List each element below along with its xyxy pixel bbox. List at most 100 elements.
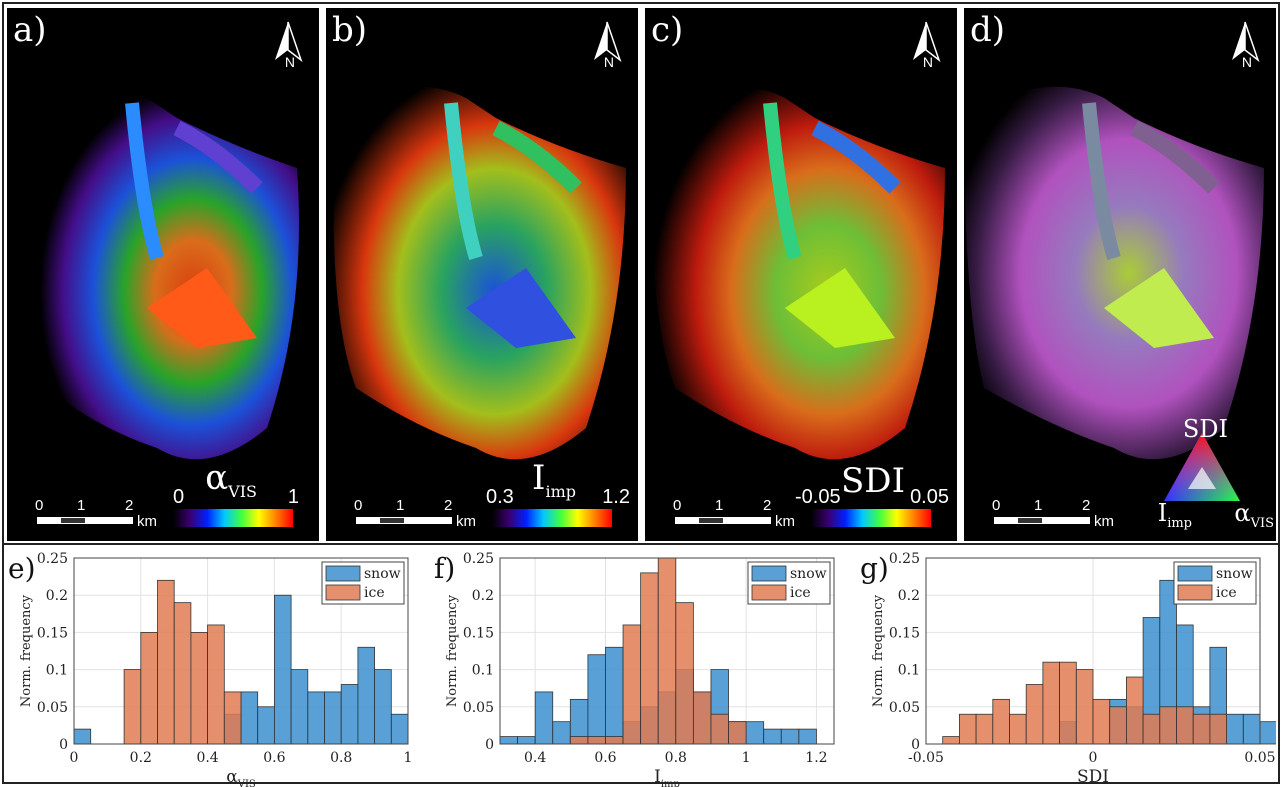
x-tick-label: 0.8	[330, 750, 352, 766]
bar-ice	[1159, 706, 1177, 745]
bar-ice	[587, 736, 606, 745]
legend-swatch	[751, 565, 787, 582]
north-arrow-icon	[913, 21, 941, 63]
north-label: N	[1241, 54, 1252, 70]
bar-snow	[257, 706, 275, 745]
y-tick-label: 0.1	[472, 663, 494, 679]
x-tick-label: 0.05	[1244, 750, 1275, 766]
bar-snow	[534, 691, 554, 745]
bar-snow	[73, 728, 92, 745]
bar-ice	[157, 579, 175, 745]
colorbar	[173, 509, 293, 527]
bar-snow	[499, 736, 518, 745]
legend-label: snow	[1216, 566, 1253, 582]
bar-ice	[123, 669, 142, 745]
x-axis-label: Iimp	[654, 767, 680, 787]
north-arrow-icon	[1232, 21, 1260, 63]
scalebar-unit: km	[775, 513, 795, 530]
colorbar	[492, 509, 612, 527]
colorbar	[811, 509, 931, 527]
bar-snow	[1242, 713, 1261, 745]
panel-label: a)	[13, 10, 47, 50]
bar-snow	[324, 691, 342, 745]
y-axis-label: Norm. frequency	[19, 594, 34, 707]
scalebar-tick: 0	[35, 497, 44, 514]
bar-snow	[307, 691, 325, 745]
y-tick-label: 0.25	[889, 551, 920, 567]
triangle-right-label: αVIS	[1234, 499, 1274, 531]
scalebar-tick: 1	[715, 497, 724, 514]
bar-ice	[1109, 706, 1127, 745]
y-tick-label: 0.2	[46, 588, 68, 604]
colorbar-tick-min: -0.05	[795, 486, 841, 508]
histogram-e: 0 0.05 0.1 0.15 0.2 0.25 0 0.2 0.4 0.6 0.8 1 Norm. f…	[8, 551, 412, 787]
scalebar-tick: 1	[1034, 497, 1043, 514]
legend-label: ice	[790, 585, 811, 601]
north-label: N	[922, 54, 933, 70]
bar-ice	[1059, 661, 1077, 745]
bar-snow	[587, 654, 606, 745]
x-tick-label: -0.05	[908, 750, 944, 766]
triangle-top-label: SDI	[1182, 415, 1228, 443]
y-axis-label: Norm. frequency	[445, 594, 460, 707]
bar-snow	[273, 594, 292, 745]
x-tick-label: 0.6	[263, 750, 285, 766]
bar-ice	[1075, 669, 1094, 745]
x-tick-label: 0	[70, 750, 79, 766]
bar-snow	[763, 728, 782, 745]
bar-ice	[1009, 713, 1027, 745]
bar-snow	[290, 669, 309, 745]
x-tick-label: 1	[742, 750, 751, 766]
bar-snow	[798, 728, 817, 745]
panel-label: g)	[860, 552, 889, 585]
bar-ice	[140, 632, 158, 745]
bar-ice	[622, 624, 642, 745]
bar-ice	[1142, 713, 1161, 745]
y-tick-label: 0	[59, 737, 68, 753]
y-tick-label: 0.2	[472, 588, 494, 604]
legend-label: snow	[790, 566, 827, 582]
bar-ice	[692, 691, 712, 745]
scalebar-tick: 1	[77, 497, 86, 514]
bar-snow	[357, 646, 375, 745]
map-panel-a: a) N 0 1 2 km αVIS 0 1	[7, 8, 319, 541]
north-arrow-icon	[275, 21, 303, 63]
bar-ice	[992, 698, 1010, 745]
scalebar-tick: 0	[992, 497, 1001, 514]
legend-label: ice	[364, 585, 385, 601]
histogram-f: 0 0.05 0.1 0.15 0.2 0.25 0.4 0.6 0.8 1 1.2 Norm. fr…	[434, 551, 835, 787]
legend-swatch	[751, 584, 787, 601]
bar-snow	[374, 669, 392, 745]
bar-snow	[780, 728, 800, 745]
y-tick-label: 0.25	[463, 551, 494, 567]
y-tick-label: 0.05	[463, 700, 494, 716]
bar-ice	[975, 713, 994, 745]
y-tick-label: 0.05	[37, 700, 68, 716]
scalebar-tick: 0	[354, 497, 363, 514]
bar-ice	[190, 632, 208, 745]
scalebar: 0 1 2 km	[35, 497, 187, 530]
bar-ice	[728, 721, 747, 745]
x-tick-label: 1.2	[805, 750, 827, 766]
x-axis-label: SDI	[1077, 767, 1109, 787]
north-label: N	[284, 54, 295, 70]
x-tick-label: 0.4	[196, 750, 218, 766]
bar-ice	[657, 557, 677, 745]
scalebar-tick: 2	[125, 497, 134, 514]
bar-snow	[390, 713, 409, 745]
scalebar-unit: km	[137, 513, 157, 530]
y-tick-label: 0.25	[37, 551, 68, 567]
legend-swatch	[325, 584, 361, 601]
colorbar-tick-min: 0	[173, 486, 185, 508]
colorbar-tick-max: 1	[287, 486, 299, 508]
x-tick-label: 0.8	[665, 750, 687, 766]
y-tick-label: 0.15	[37, 625, 68, 641]
bar-ice	[675, 602, 694, 745]
scalebar: 0 1 2 km	[354, 497, 506, 530]
legend-swatch	[325, 565, 361, 582]
y-tick-label: 0.15	[889, 625, 920, 641]
bar-ice	[1092, 698, 1111, 745]
bar-snow	[552, 721, 571, 745]
bar-ice	[1125, 676, 1144, 745]
scalebar-tick: 1	[396, 497, 405, 514]
